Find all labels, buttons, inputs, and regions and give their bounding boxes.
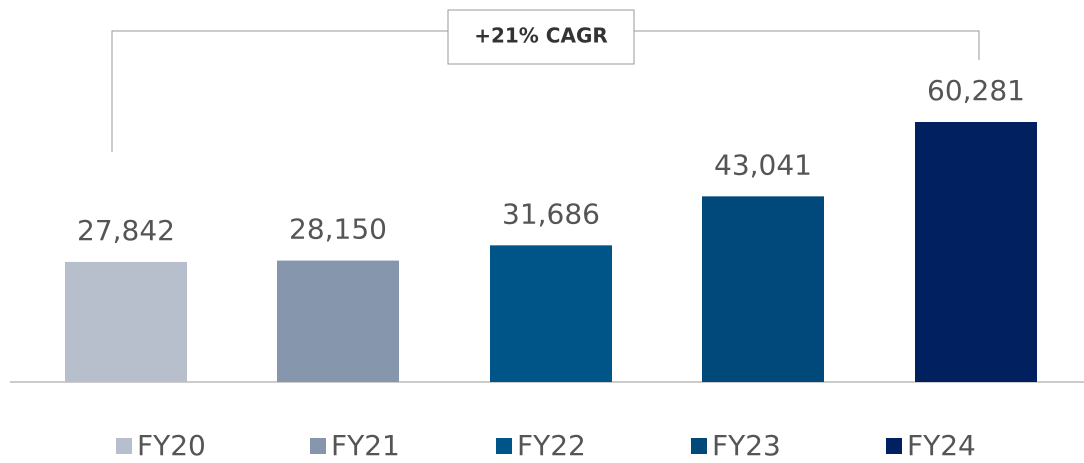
bracket-right: [634, 30, 980, 60]
bar: [702, 196, 824, 382]
legend-swatch: [310, 438, 326, 454]
legend-swatch: [496, 438, 512, 454]
legend-label: FY20: [137, 429, 206, 462]
legend-label: FY22: [517, 429, 586, 462]
bar: [490, 245, 612, 382]
value-label: 31,686: [502, 197, 600, 230]
legend-swatch: [886, 438, 902, 454]
legend-swatch: [116, 438, 132, 454]
legend-label: FY21: [331, 429, 400, 462]
bracket-left: [111, 30, 448, 152]
value-label: 27,842: [77, 214, 175, 247]
legend-label: FY23: [712, 429, 781, 462]
value-label: 43,041: [714, 148, 812, 181]
value-label: 60,281: [927, 74, 1025, 107]
bar: [277, 260, 399, 382]
bar: [915, 122, 1037, 382]
value-label: 28,150: [289, 213, 387, 246]
annotation-box: [447, 9, 635, 65]
bar: [65, 261, 187, 382]
annotation: +21% CAGR: [474, 24, 608, 48]
legend-label: FY24: [907, 429, 976, 462]
legend-swatch: [691, 438, 707, 454]
